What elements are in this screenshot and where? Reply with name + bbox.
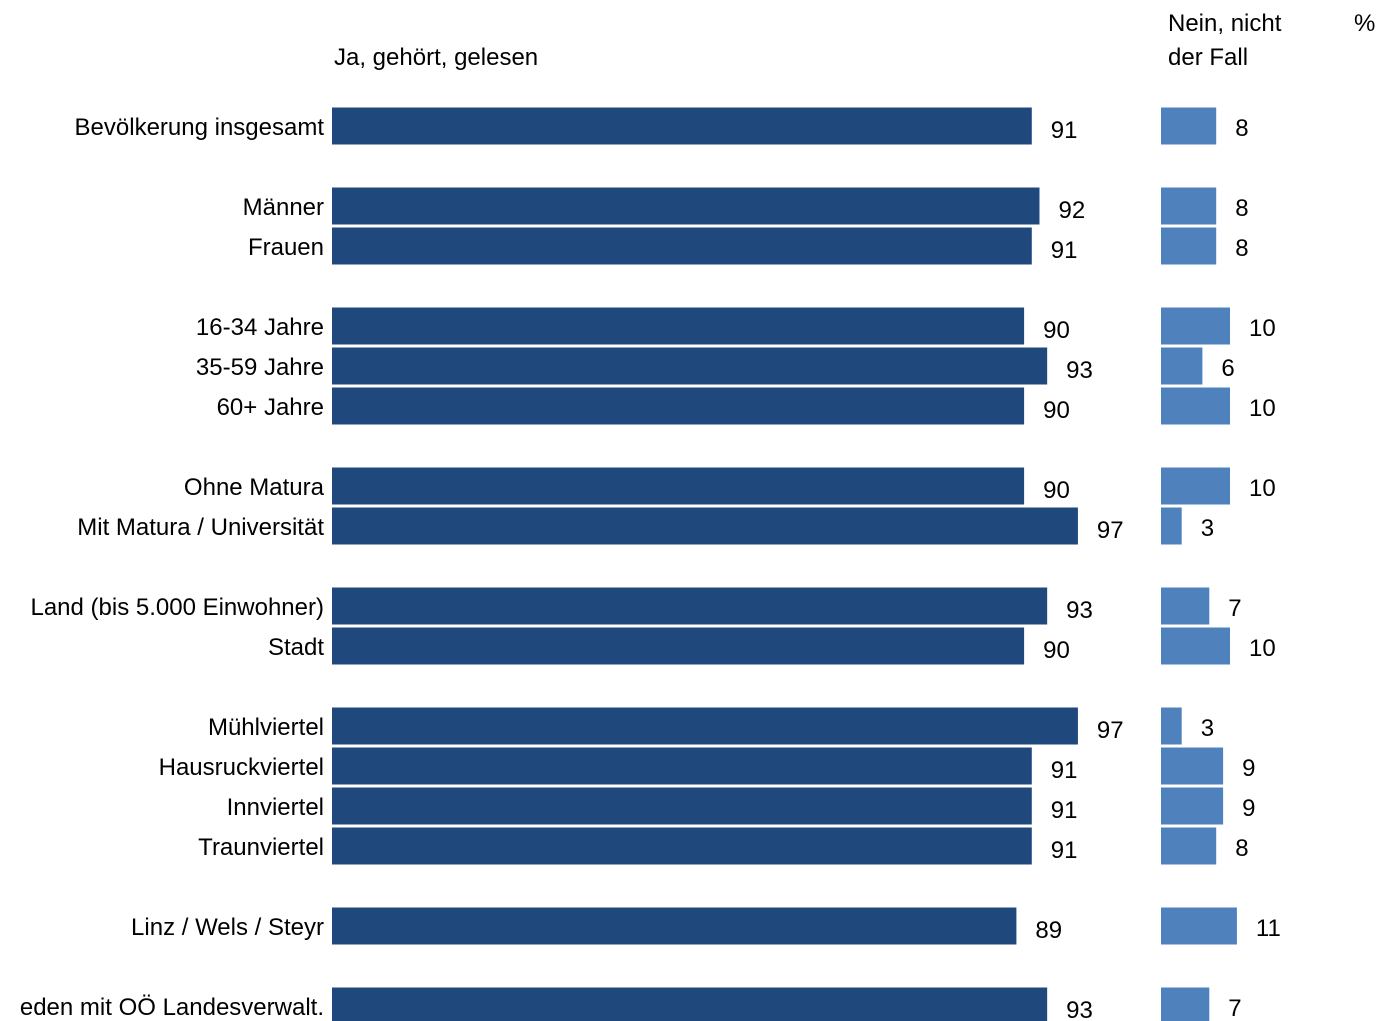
data-label-ja: 97: [1097, 517, 1124, 544]
data-label-ja: 92: [1058, 197, 1085, 224]
chart-rows: Bevölkerung insgesamt 91 8 Männer 92 8 Frauen 9…: [20, 107, 1281, 1021]
bar-nein: [1161, 107, 1217, 145]
category-label: 35-59 Jahre: [196, 354, 324, 381]
bar-nein: [1161, 907, 1237, 945]
bar-nein: [1161, 987, 1210, 1021]
bar-nein: [1161, 387, 1230, 425]
data-label-ja: 93: [1066, 997, 1093, 1021]
category-label: Innviertel: [227, 794, 324, 821]
data-label-nein: 10: [1249, 395, 1276, 422]
category-label: Hausruckviertel: [159, 754, 324, 781]
data-label-nein: 9: [1242, 795, 1255, 822]
series-header-nein-line2: der Fall: [1168, 44, 1248, 71]
category-label: 16-34 Jahre: [196, 314, 324, 341]
data-label-ja: 91: [1051, 757, 1078, 784]
data-label-nein: 10: [1249, 635, 1276, 662]
data-label-nein: 9: [1242, 755, 1255, 782]
data-label-ja: 89: [1035, 917, 1062, 944]
bar-ja: [332, 627, 1025, 665]
bar-nein: [1161, 187, 1217, 225]
data-label-ja: 97: [1097, 717, 1124, 744]
category-label: Bevölkerung insgesamt: [75, 114, 325, 141]
data-label-ja: 91: [1051, 797, 1078, 824]
bar-nein: [1161, 347, 1203, 385]
bar-ja: [332, 907, 1017, 945]
bar-nein: [1161, 507, 1182, 545]
data-label-ja: 90: [1043, 317, 1070, 344]
bar-ja: [332, 707, 1078, 745]
bar-ja: [332, 507, 1078, 545]
data-label-nein: 8: [1235, 235, 1248, 262]
data-label-nein: 11: [1256, 915, 1281, 942]
bar-nein: [1161, 827, 1217, 865]
category-label: 60+ Jahre: [217, 394, 324, 421]
data-label-nein: 7: [1228, 595, 1241, 622]
category-label: Männer: [243, 194, 324, 221]
series-header-nein-line1: Nein, nicht: [1168, 10, 1282, 37]
data-label-ja: 91: [1051, 117, 1078, 144]
data-label-ja: 91: [1051, 837, 1078, 864]
bar-ja: [332, 107, 1032, 145]
category-label: eden mit OÖ Landesverwalt.: [20, 994, 324, 1021]
bar-ja: [332, 747, 1032, 785]
bar-ja: [332, 307, 1025, 345]
data-label-ja: 90: [1043, 637, 1070, 664]
unit-label: %: [1354, 10, 1375, 37]
bar-ja: [332, 347, 1048, 385]
bar-ja: [332, 787, 1032, 825]
series-header-ja: Ja, gehört, gelesen: [334, 44, 538, 71]
bar-nein: [1161, 627, 1230, 665]
bar-nein: [1161, 787, 1224, 825]
bar-ja: [332, 987, 1048, 1021]
bar-ja: [332, 587, 1048, 625]
data-label-nein: 8: [1235, 835, 1248, 862]
data-label-ja: 93: [1066, 357, 1093, 384]
category-label: Mit Matura / Universität: [77, 514, 324, 541]
bar-nein: [1161, 467, 1230, 505]
data-label-nein: 3: [1201, 515, 1214, 542]
data-label-nein: 6: [1221, 355, 1234, 382]
bar-ja: [332, 187, 1040, 225]
bar-ja: [332, 387, 1025, 425]
bar-nein: [1161, 227, 1217, 265]
data-label-nein: 10: [1249, 315, 1276, 342]
category-label: Frauen: [248, 234, 324, 261]
data-label-nein: 8: [1235, 115, 1248, 142]
data-label-ja: 91: [1051, 237, 1078, 264]
data-label-nein: 10: [1249, 475, 1276, 502]
bar-ja: [332, 227, 1032, 265]
category-label: Mühlviertel: [208, 714, 324, 741]
data-label-ja: 93: [1066, 597, 1093, 624]
category-label: Traunviertel: [198, 834, 324, 861]
category-label: Ohne Matura: [184, 474, 325, 501]
data-label-nein: 8: [1235, 195, 1248, 222]
bar-nein: [1161, 747, 1224, 785]
category-label: Stadt: [268, 634, 324, 661]
data-label-nein: 7: [1228, 995, 1241, 1021]
bar-ja: [332, 827, 1032, 865]
data-label-nein: 3: [1201, 715, 1214, 742]
data-label-ja: 90: [1043, 397, 1070, 424]
category-label: Linz / Wels / Steyr: [131, 914, 324, 941]
bar-nein: [1161, 707, 1182, 745]
bar-nein: [1161, 307, 1230, 345]
bar-nein: [1161, 587, 1210, 625]
data-label-ja: 90: [1043, 477, 1070, 504]
category-label: Land (bis 5.000 Einwohner): [30, 594, 324, 621]
bar-ja: [332, 467, 1025, 505]
